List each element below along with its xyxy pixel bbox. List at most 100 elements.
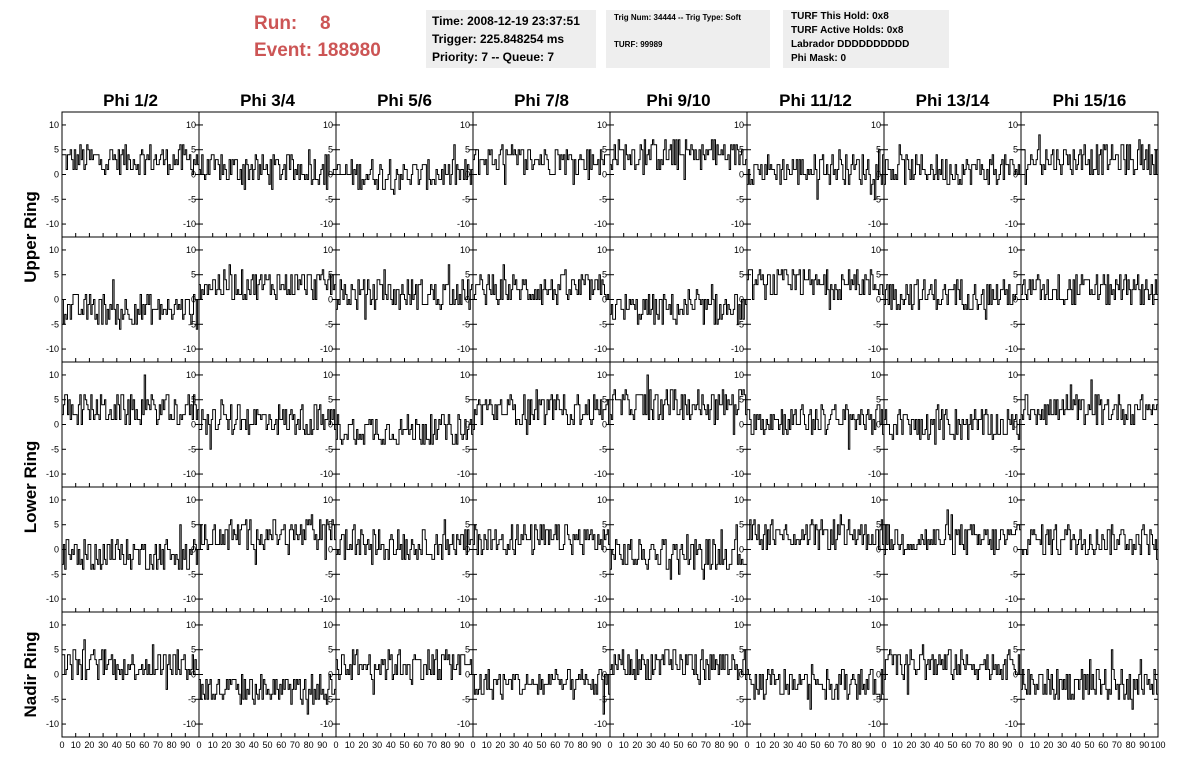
x-tick-label: 70 [564,740,574,750]
y-tick-label: -10 [457,594,470,604]
y-tick-label: 5 [54,645,59,655]
y-tick-label: 0 [191,170,196,180]
y-tick-label: 10 [49,120,59,130]
y-tick-label: 0 [876,670,881,680]
y-tick-label: -5 [462,194,470,204]
y-tick-label: -5 [736,319,744,329]
y-tick-label: -5 [1010,569,1018,579]
x-tick-label: 90 [1139,740,1149,750]
waveform-trace [610,374,747,435]
y-tick-label: 5 [1013,145,1018,155]
x-tick-label: 70 [290,740,300,750]
y-tick-label: 0 [602,170,607,180]
y-tick-label: -5 [462,694,470,704]
x-tick-label: 50 [262,740,272,750]
x-tick-label: 40 [797,740,807,750]
event-value: 188980 [317,40,381,61]
x-tick-label: 0 [59,740,64,750]
y-tick-label: -10 [46,219,59,229]
waveform-trace [610,524,747,580]
y-tick-label: -10 [594,469,607,479]
priority-line: Priority: 7 -- Queue: 7 [432,50,555,64]
y-tick-label: 0 [328,295,333,305]
x-tick-label: 30 [509,740,519,750]
y-tick-label: 0 [465,545,470,555]
waveform-trace [1021,379,1158,425]
y-tick-label: 10 [734,120,744,130]
panel-frame [61,236,200,363]
x-tick-label: 20 [358,740,368,750]
run-label: Run: [254,13,298,34]
event-line: Event: 188980 [254,37,381,64]
y-tick-label: 0 [465,295,470,305]
waveform-trace [199,264,336,300]
x-tick-label: 50 [947,740,957,750]
y-tick-label: 0 [54,170,59,180]
y-tick-label: -10 [594,594,607,604]
y-tick-label: -10 [731,469,744,479]
event-label: Event: [254,40,313,61]
y-tick-label: 5 [191,645,196,655]
x-tick-label: 50 [536,740,546,750]
x-tick-label: 60 [139,740,149,750]
y-tick-label: -10 [457,344,470,354]
x-tick-label: 70 [153,740,163,750]
y-tick-label: -5 [1010,444,1018,454]
y-tick-label: 0 [739,670,744,680]
y-tick-label: 0 [739,545,744,555]
y-tick-label: 5 [465,145,470,155]
x-tick-label: 0 [333,740,338,750]
y-tick-label: 10 [597,370,607,380]
column-title: Phi 11/12 [779,91,852,110]
x-tick-label: 40 [249,740,259,750]
y-tick-label: 0 [465,170,470,180]
y-tick-label: 10 [186,120,196,130]
y-tick-label: -10 [594,344,607,354]
y-tick-label: 5 [465,395,470,405]
y-tick-label: 0 [328,420,333,430]
y-tick-label: 5 [1013,520,1018,530]
waveform-trace [610,139,747,180]
y-tick-label: -5 [188,569,196,579]
waveform-trace [199,674,336,715]
y-tick-label: 0 [191,420,196,430]
y-tick-label: -10 [457,219,470,229]
waveform-trace [473,144,610,185]
y-tick-label: 10 [871,620,881,630]
x-tick-label: 80 [167,740,177,750]
y-tick-label: 5 [54,395,59,405]
x-tick-label: 60 [824,740,834,750]
y-tick-label: 10 [49,245,59,255]
y-tick-label: -5 [51,569,59,579]
x-tick-label: 50 [810,740,820,750]
y-tick-label: 10 [323,620,333,630]
y-tick-label: 10 [1008,245,1018,255]
y-tick-label: 5 [739,520,744,530]
x-tick-label: 0 [1018,740,1023,750]
waveform-trace [610,649,747,685]
y-tick-label: 0 [876,545,881,555]
y-tick-label: -10 [1005,344,1018,354]
y-tick-label: -5 [51,694,59,704]
waveform-trace [884,509,1021,555]
x-tick-label: 20 [495,740,505,750]
x-tick-label: 90 [180,740,190,750]
waveform-trace [1021,524,1158,560]
x-tick-label: 50 [399,740,409,750]
waveform-trace [473,389,610,435]
y-tick-label: 10 [734,245,744,255]
x-tick-label: 10 [208,740,218,750]
column-title: Phi 7/8 [514,91,569,110]
y-tick-label: 0 [602,295,607,305]
column-title: Phi 9/10 [646,91,710,110]
y-tick-label: -5 [188,194,196,204]
y-tick-label: 10 [871,120,881,130]
panel-frame [746,236,885,363]
y-tick-label: -5 [736,694,744,704]
x-tick-label: 60 [413,740,423,750]
y-tick-label: 10 [597,495,607,505]
y-tick-label: 0 [602,670,607,680]
waveform-trace [884,644,1021,695]
x-tick-label: 10 [482,740,492,750]
x-tick-label: 40 [660,740,670,750]
